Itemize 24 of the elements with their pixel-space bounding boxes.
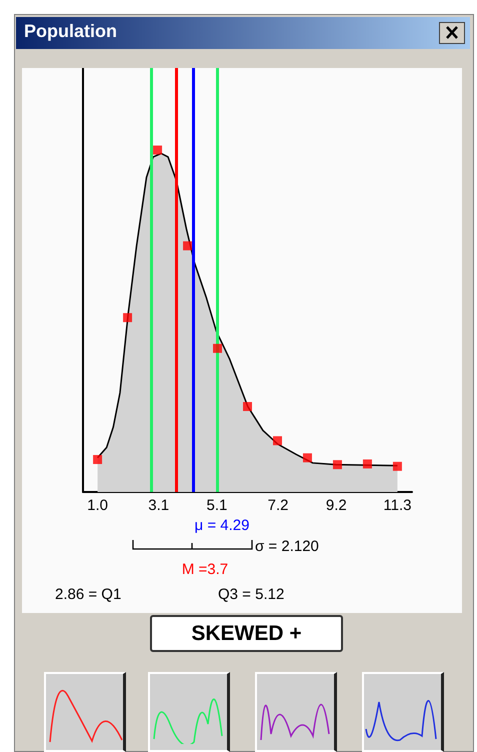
point: [302, 453, 312, 462]
point: [93, 455, 102, 464]
x-tick-label: 1.0: [87, 497, 108, 514]
x-tick-label: 9.2: [326, 497, 347, 514]
point: [183, 241, 192, 250]
point: [153, 146, 162, 155]
x-tick-label: 5.1: [206, 497, 228, 514]
ref-line-label: μ = 4.29: [194, 517, 250, 534]
text: SKEWED +: [150, 615, 343, 652]
point: [332, 460, 342, 470]
point: [243, 402, 252, 412]
text: σ = 2.120: [255, 538, 319, 555]
chart-title: Population: [24, 21, 117, 42]
point: [362, 459, 372, 468]
point: [272, 436, 282, 446]
text: 2.86 = Q1: [55, 586, 122, 603]
x-tick-label: 3.1: [148, 497, 170, 514]
point: [392, 462, 402, 471]
text: Q3 = 5.12: [218, 586, 284, 603]
ref-line-label: M =3.7: [182, 561, 228, 578]
x-tick-label: 11.3: [383, 497, 412, 514]
point: [123, 313, 132, 322]
x-tick-label: 7.2: [268, 497, 288, 514]
point: [213, 344, 222, 353]
